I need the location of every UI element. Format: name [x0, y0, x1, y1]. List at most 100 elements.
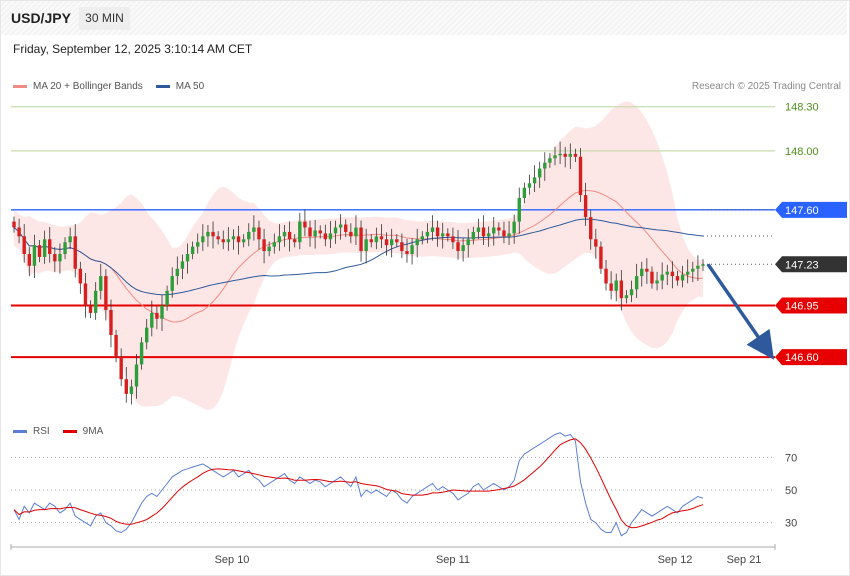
candle	[665, 264, 669, 286]
candle	[594, 228, 598, 259]
candle	[257, 220, 261, 250]
candle-body	[374, 236, 379, 243]
candle-body	[257, 227, 261, 240]
candle-body	[53, 254, 57, 262]
candle-body	[160, 305, 164, 319]
candle-body	[573, 153, 578, 157]
candle-body	[634, 276, 639, 290]
candle-body	[354, 227, 358, 237]
candle	[17, 218, 21, 244]
candle-body	[441, 233, 445, 237]
candle	[252, 215, 256, 241]
candle	[216, 231, 220, 245]
time-axis-label: Sep 10	[215, 554, 250, 566]
candle-body	[640, 268, 644, 277]
candle-body	[543, 162, 547, 169]
candle-body	[558, 153, 562, 156]
candle-body	[73, 236, 77, 269]
candle-body	[262, 239, 266, 252]
candle-body	[451, 236, 455, 243]
candle-body	[318, 230, 322, 234]
candle	[32, 234, 37, 279]
forecast-arrow	[706, 263, 774, 360]
candle-body	[680, 274, 685, 281]
resistance-level-label: 148.00	[785, 146, 819, 158]
candle	[267, 241, 271, 257]
candle-body	[83, 283, 88, 306]
candle-body	[599, 246, 603, 269]
candle-body	[563, 153, 567, 157]
ma20-line	[13, 189, 704, 323]
forecast-layer	[706, 263, 774, 360]
candle	[502, 221, 506, 244]
symbol-title: USD/JPY	[11, 10, 71, 26]
candle	[425, 223, 430, 244]
candle-body	[395, 239, 399, 243]
candle	[48, 227, 52, 263]
candle	[129, 379, 134, 405]
candle	[420, 231, 424, 245]
candle-body	[129, 386, 134, 394]
candle	[553, 146, 557, 166]
candle-body	[619, 280, 624, 299]
rsi-layer: 70 50 30	[11, 432, 797, 537]
candle	[73, 224, 77, 278]
candle	[134, 353, 139, 399]
candle-body	[415, 239, 419, 246]
candle	[558, 141, 562, 165]
candle-body	[333, 227, 338, 234]
candle-body	[497, 227, 501, 231]
candle-body	[425, 231, 430, 237]
candle-body	[119, 357, 123, 380]
candle	[476, 218, 481, 239]
candle	[481, 215, 486, 246]
candle-body	[502, 230, 506, 237]
candle-body	[252, 227, 256, 232]
rsi-tick-label: 50	[785, 485, 797, 497]
candle-body	[42, 239, 47, 257]
candle-body	[272, 242, 276, 247]
candle-body	[410, 245, 414, 254]
candle-body	[134, 364, 139, 387]
timeframe-badge[interactable]: 30 MIN	[79, 7, 130, 30]
candle	[58, 243, 62, 274]
candle-body	[349, 231, 353, 237]
candle	[333, 220, 338, 244]
candle	[441, 222, 445, 249]
candle	[109, 299, 113, 348]
candle	[507, 221, 511, 246]
rsi-legend-label: RSI	[33, 426, 50, 437]
candle	[456, 229, 460, 260]
candle	[430, 215, 435, 241]
support-level-tag	[775, 349, 847, 366]
candle	[318, 225, 322, 239]
candle-body	[211, 231, 215, 237]
candle	[226, 227, 231, 251]
candle	[287, 221, 292, 252]
candle-body	[298, 221, 302, 243]
rsi-line	[13, 432, 704, 537]
candle	[175, 256, 180, 285]
candle-body	[93, 290, 98, 313]
rsi-9ma-line	[13, 438, 704, 529]
pivot-level-tag	[775, 201, 847, 218]
candle-body	[517, 198, 521, 222]
candle	[466, 228, 470, 258]
candle-body	[22, 236, 26, 254]
candle	[660, 262, 664, 290]
candle-body	[359, 227, 363, 252]
candle	[614, 273, 618, 302]
candle-body	[430, 227, 435, 232]
candle	[486, 226, 491, 247]
candle-body	[553, 155, 557, 159]
rsi-legend-swatch	[13, 430, 27, 433]
candle	[124, 366, 128, 403]
candle	[680, 265, 685, 288]
candle	[277, 224, 282, 251]
candle	[298, 212, 302, 250]
candle-body	[63, 242, 67, 254]
candle-body	[660, 274, 664, 281]
candle	[12, 216, 16, 233]
candle	[471, 226, 476, 245]
candle	[573, 148, 578, 162]
